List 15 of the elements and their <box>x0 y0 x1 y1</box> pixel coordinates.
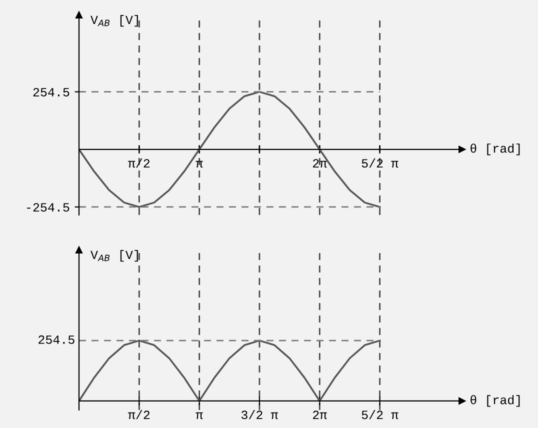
line-series <box>79 90 381 208</box>
text: V$_{AB}$ [V] <box>90 250 138 262</box>
y-tick-label: -254.5 <box>27 203 70 212</box>
text: V$_{AB}$ [V] <box>90 15 138 27</box>
x-tick-label: π/2 <box>128 410 150 420</box>
x-tick-label: 3/2 π <box>241 410 278 420</box>
x-tick-label: π <box>196 412 203 420</box>
x-tick-label: 2π <box>313 410 327 420</box>
x-tick-label: 5/2 π <box>362 158 398 168</box>
x-axis-title: θ [rad] <box>470 395 520 407</box>
x-tick-label: 5/2 π <box>362 410 398 420</box>
x-tick-label: π/2 <box>128 158 150 168</box>
x-tick-label: π <box>196 160 203 168</box>
x-tick-label: 2π <box>313 159 327 168</box>
x-axis-title: θ [rad] <box>470 144 520 156</box>
